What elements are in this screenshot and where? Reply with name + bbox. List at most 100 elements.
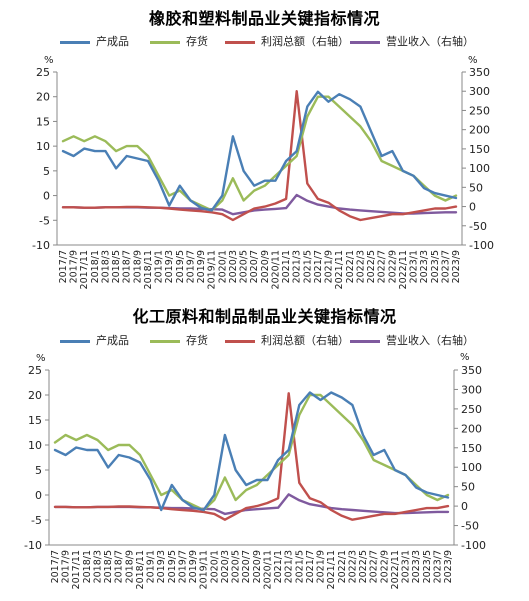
x-tick-label: 2023/7: [432, 550, 443, 583]
right-tick-label: -100: [469, 239, 494, 252]
x-tick-label: 2019/1: [154, 250, 165, 283]
x-tick-label: 2020/7: [241, 550, 252, 583]
x-tick-label: 2020/11: [262, 550, 273, 589]
x-tick-label: 2018/11: [143, 250, 154, 289]
legend-item-inventory: 存货: [150, 33, 208, 49]
legend-item-product: 产成品: [60, 332, 129, 348]
legend-swatch-profit: [225, 339, 255, 343]
legend-swatch-product: [60, 339, 90, 343]
x-tick-label: 2023/1: [409, 250, 420, 283]
right-tick-label: 350: [461, 364, 482, 377]
x-tick-label: 2022/5: [358, 550, 369, 583]
x-tick-label: 2022/3: [355, 250, 366, 283]
legend-item-product: 产成品: [60, 33, 129, 49]
chart-panel-chemical: 化工原料和制品制品业关键指标情况 产成品 存货 利润总额（右轴） 营业收入（右轴…: [0, 300, 529, 601]
x-tick-label: 2020/11: [270, 250, 281, 289]
right-tick-label: 300: [469, 85, 490, 98]
x-tick-label: 2019/9: [188, 550, 199, 583]
left-tick-label: 20: [36, 91, 50, 104]
x-tick-label: 2021/5: [302, 250, 313, 283]
x-tick-label: 2023/3: [411, 550, 422, 583]
x-tick-label: 2022/9: [387, 250, 398, 283]
x-tick-label: 2023/5: [422, 550, 433, 583]
left-tick-label: 20: [28, 389, 42, 402]
series-line-profit: [53, 392, 450, 521]
legend-item-revenue: 营业收入（右轴）: [350, 33, 474, 49]
x-tick-label: 2022/7: [377, 250, 388, 283]
left-tick-label: 25: [36, 66, 50, 79]
x-tick-label: 2023/5: [430, 250, 441, 283]
chart-plot: 2520151050-5-10350300250200150100500-50-…: [24, 364, 486, 589]
x-tick-label: 2017/11: [71, 550, 82, 589]
x-tick-label: 2019/9: [196, 250, 207, 283]
x-tick-label: 2022/5: [366, 250, 377, 283]
x-tick-label: 2018/1: [90, 250, 101, 283]
legend-item-inventory: 存货: [150, 332, 208, 348]
x-tick-label: 2022/3: [347, 550, 358, 583]
x-tick-label: 2021/7: [305, 550, 316, 583]
left-tick-label: -5: [39, 214, 50, 227]
left-tick-label: 0: [43, 190, 50, 203]
x-tick-label: 2020/3: [228, 250, 239, 283]
x-tick-label: 2018/5: [103, 550, 114, 583]
legend-label: 利润总额（右轴）: [261, 35, 349, 48]
x-tick-label: 2022/1: [337, 550, 348, 583]
right-tick-label: 150: [461, 442, 482, 455]
x-tick-label: 2020/7: [249, 250, 260, 283]
right-tick-label: 50: [461, 481, 475, 494]
right-tick-label: 100: [461, 461, 482, 474]
left-tick-label: 10: [28, 439, 42, 452]
left-axis-unit: %: [44, 55, 54, 66]
legend-item-revenue: 营业收入（右轴）: [350, 332, 474, 348]
x-tick-label: 2020/3: [220, 550, 231, 583]
x-tick-label: 2018/3: [100, 250, 111, 283]
right-axis-unit: %: [460, 352, 470, 363]
x-tick-label: 2017/11: [79, 250, 90, 289]
legend-swatch-revenue: [350, 40, 380, 44]
legend-swatch-inventory: [150, 40, 180, 44]
x-tick-label: 2021/1: [281, 250, 292, 283]
x-tick-label: 2022/11: [390, 550, 401, 589]
legend-swatch-profit: [225, 40, 255, 44]
left-tick-label: -10: [32, 239, 50, 252]
chart-panel-rubber-plastics: 橡胶和塑料制品业关键指标情况 产成品 存货 利润总额（右轴） 营业收入（右轴） …: [0, 0, 529, 300]
left-tick-label: 15: [28, 414, 42, 427]
right-tick-label: -50: [461, 520, 479, 533]
x-tick-label: 2020/9: [252, 550, 263, 583]
x-tick-label: 2019/5: [175, 250, 186, 283]
x-tick-label: 2021/11: [326, 550, 337, 589]
right-axis-unit: %: [468, 55, 478, 66]
legend-swatch-inventory: [150, 339, 180, 343]
x-tick-label: 2017/7: [58, 250, 69, 283]
series-line-inventory: [53, 393, 450, 512]
legend-label: 产成品: [96, 334, 129, 347]
series-line-product: [61, 90, 458, 212]
right-tick-label: 100: [469, 162, 490, 175]
legend-label: 存货: [186, 35, 208, 48]
right-tick-label: 0: [461, 500, 468, 513]
right-tick-label: 0: [469, 201, 476, 214]
series-line-inventory: [61, 95, 458, 212]
x-tick-label: 2022/7: [369, 550, 380, 583]
x-tick-label: 2021/9: [324, 250, 335, 283]
x-tick-label: 2023/9: [451, 250, 462, 283]
series-line-revenue: [53, 493, 450, 516]
x-tick-label: 2017/9: [69, 250, 80, 283]
x-tick-label: 2017/9: [61, 550, 72, 583]
legend-label: 营业收入（右轴）: [386, 35, 474, 48]
x-tick-label: 2021/1: [273, 550, 284, 583]
x-tick-label: 2019/5: [167, 550, 178, 583]
x-tick-label: 2020/1: [217, 250, 228, 283]
legend-label: 利润总额（右轴）: [261, 334, 349, 347]
x-tick-label: 2019/3: [156, 550, 167, 583]
series-line-revenue: [61, 193, 458, 216]
chart-title: 橡胶和塑料制品业关键指标情况: [148, 9, 380, 28]
x-tick-label: 2019/11: [207, 250, 218, 289]
x-tick-label: 2018/11: [135, 550, 146, 589]
left-tick-label: 25: [28, 364, 42, 377]
right-tick-label: 250: [469, 104, 490, 117]
left-tick-label: -5: [31, 514, 42, 527]
x-tick-label: 2022/11: [398, 250, 409, 289]
legend-item-profit: 利润总额（右轴）: [225, 332, 349, 348]
left-tick-label: 5: [35, 464, 42, 477]
